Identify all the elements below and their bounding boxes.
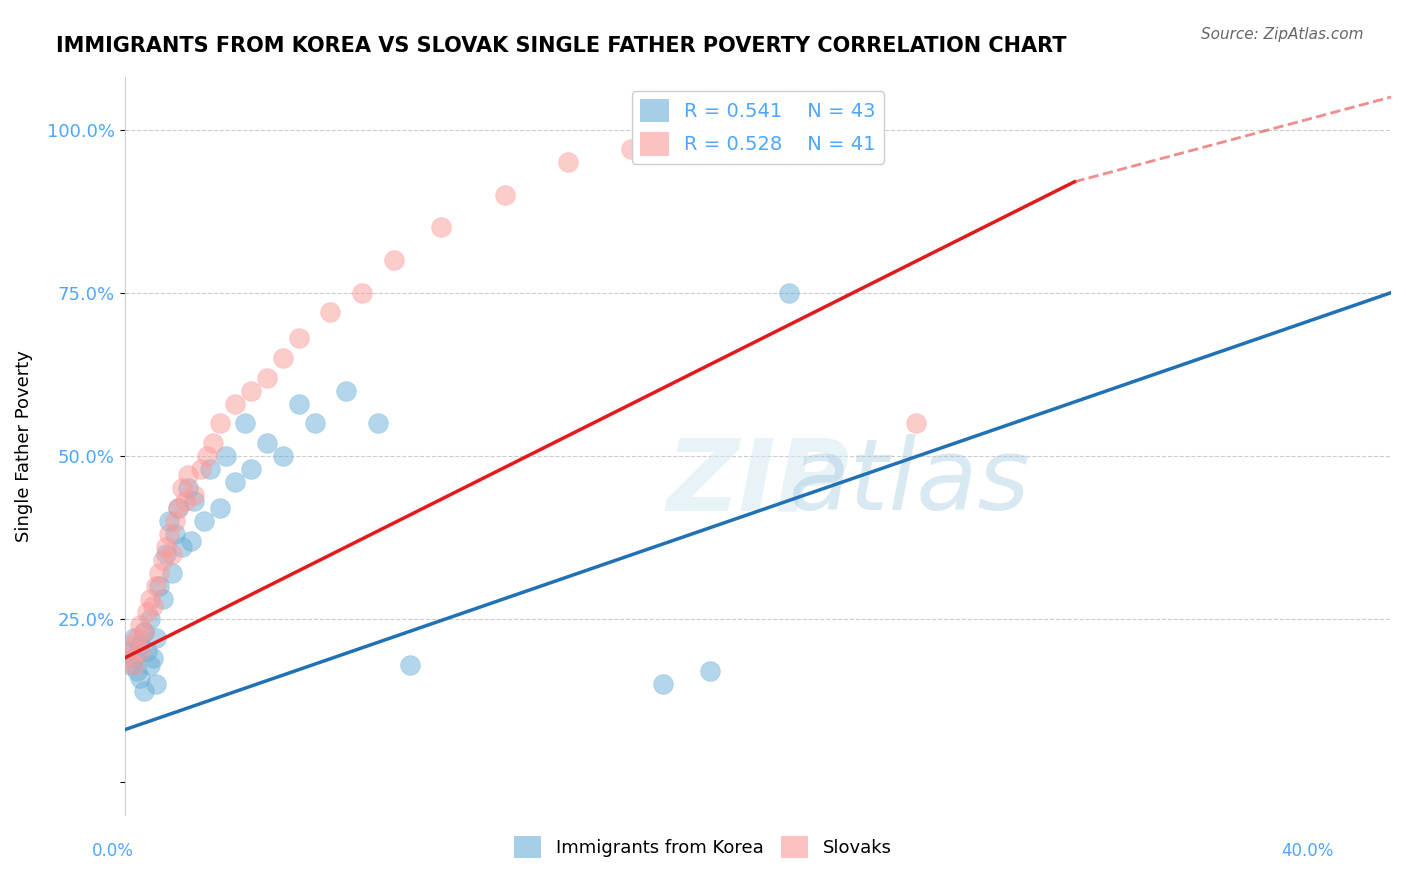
Point	[155, 547, 177, 561]
Point	[165, 514, 187, 528]
Point	[240, 384, 263, 398]
Point	[173, 494, 195, 508]
Point	[382, 253, 405, 268]
Point	[170, 482, 193, 496]
Point	[152, 592, 174, 607]
Point	[127, 664, 149, 678]
Point	[271, 351, 294, 365]
Point	[620, 142, 643, 156]
Point	[215, 449, 238, 463]
Point	[198, 462, 221, 476]
Point	[145, 677, 167, 691]
Point	[367, 416, 389, 430]
Point	[224, 475, 246, 489]
Point	[233, 416, 256, 430]
Point	[148, 566, 170, 581]
Point	[148, 579, 170, 593]
Point	[120, 638, 142, 652]
Point	[271, 449, 294, 463]
Text: Source: ZipAtlas.com: Source: ZipAtlas.com	[1201, 27, 1364, 42]
Point	[127, 632, 149, 646]
Point	[699, 664, 721, 678]
Point	[157, 514, 180, 528]
Point	[122, 651, 145, 665]
Point	[139, 592, 162, 607]
Point	[129, 671, 152, 685]
Point	[335, 384, 357, 398]
Legend: Immigrants from Korea, Slovaks: Immigrants from Korea, Slovaks	[506, 829, 900, 865]
Point	[905, 416, 928, 430]
Point	[319, 305, 342, 319]
Point	[167, 500, 190, 515]
Point	[132, 624, 155, 639]
Point	[202, 435, 225, 450]
Point	[129, 644, 152, 658]
Text: 0.0%: 0.0%	[91, 842, 134, 860]
Point	[145, 579, 167, 593]
Point	[167, 500, 190, 515]
Point	[494, 187, 516, 202]
Point	[183, 488, 205, 502]
Point	[160, 547, 183, 561]
Point	[139, 612, 162, 626]
Point	[778, 285, 800, 300]
Point	[122, 632, 145, 646]
Point	[287, 396, 309, 410]
Legend: R = 0.541    N = 43, R = 0.528    N = 41: R = 0.541 N = 43, R = 0.528 N = 41	[631, 91, 884, 163]
Point	[152, 553, 174, 567]
Point	[139, 657, 162, 672]
Point	[129, 618, 152, 632]
Point	[120, 657, 142, 672]
Point	[177, 468, 200, 483]
Point	[183, 494, 205, 508]
Point	[132, 683, 155, 698]
Point	[160, 566, 183, 581]
Y-axis label: Single Father Poverty: Single Father Poverty	[15, 350, 32, 542]
Point	[177, 482, 200, 496]
Point	[304, 416, 326, 430]
Point	[430, 220, 453, 235]
Point	[699, 122, 721, 136]
Point	[195, 449, 218, 463]
Point	[747, 122, 769, 136]
Point	[352, 285, 374, 300]
Point	[135, 644, 157, 658]
Point	[398, 657, 420, 672]
Point	[142, 651, 165, 665]
Point	[122, 657, 145, 672]
Point	[135, 605, 157, 619]
Point	[142, 599, 165, 613]
Point	[208, 416, 231, 430]
Point	[224, 396, 246, 410]
Point	[240, 462, 263, 476]
Point	[170, 540, 193, 554]
Point	[557, 155, 579, 169]
Point	[287, 331, 309, 345]
Point	[117, 651, 139, 665]
Point	[145, 632, 167, 646]
Point	[190, 462, 212, 476]
Point	[157, 527, 180, 541]
Text: 40.0%: 40.0%	[1281, 842, 1334, 860]
Point	[208, 500, 231, 515]
Point	[651, 677, 673, 691]
Point	[256, 370, 278, 384]
Point	[165, 527, 187, 541]
Point	[155, 540, 177, 554]
Point	[256, 435, 278, 450]
Point	[180, 533, 202, 548]
Text: IMMIGRANTS FROM KOREA VS SLOVAK SINGLE FATHER POVERTY CORRELATION CHART: IMMIGRANTS FROM KOREA VS SLOVAK SINGLE F…	[56, 36, 1067, 55]
Point	[132, 624, 155, 639]
Text: ZIP: ZIP	[666, 434, 849, 532]
Text: atlas: atlas	[789, 434, 1031, 532]
Point	[117, 644, 139, 658]
Point	[683, 129, 706, 144]
Point	[129, 638, 152, 652]
Point	[193, 514, 215, 528]
